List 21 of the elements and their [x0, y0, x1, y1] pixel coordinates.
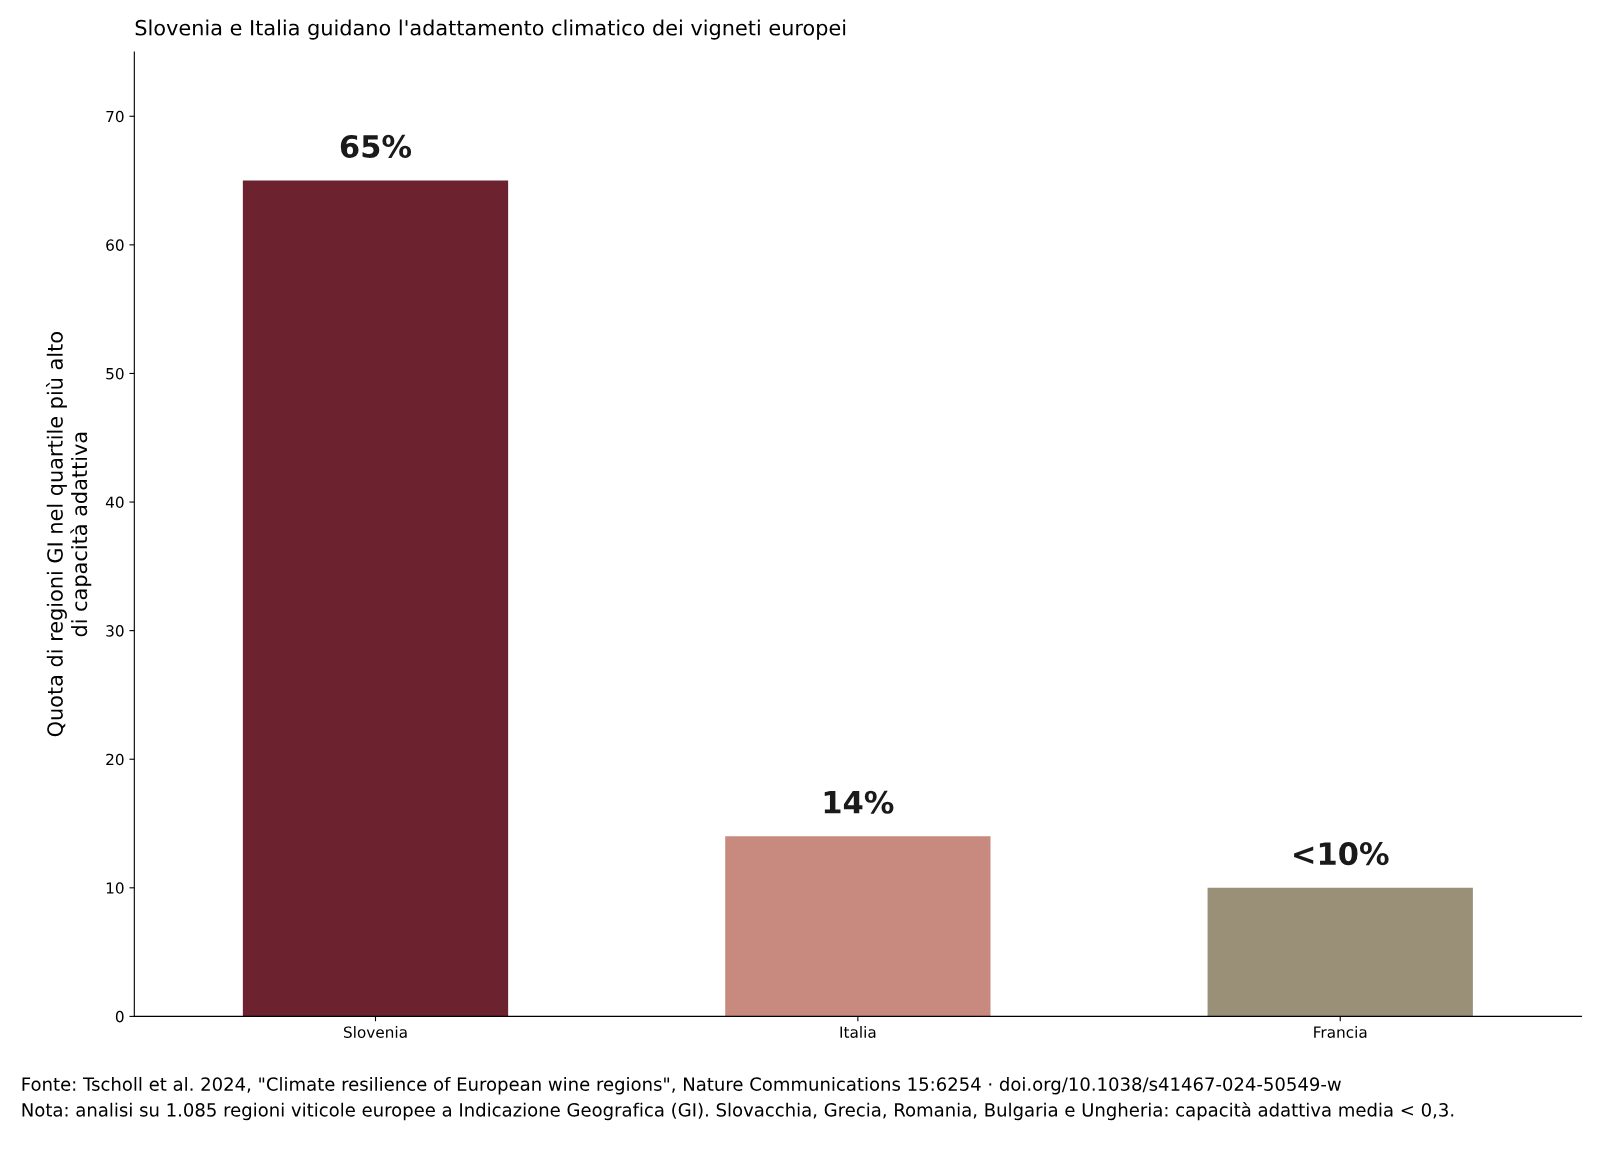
- y-tick-label: 40: [105, 496, 124, 509]
- x-tick-label: Francia: [1314, 1026, 1367, 1038]
- chart-title: Slovenia e Italia guidano l'adattamento climatico dei vigneti europei: [135, 19, 846, 40]
- y-axis-title: Quota di regioni GI nel quartile più alto di capacità adattiva: [45, 332, 92, 737]
- y-tick-label: 10: [106, 882, 124, 894]
- y-tick-label: 70: [106, 110, 124, 123]
- text: Nota: analisi su 1.085 regioni viticole europee a Indicazione Geografica (GI). Slovacchia, Grecia, Romania, Bulgaria e Ungheria: capacità adattiva media < 0,3.: [22, 1102, 1454, 1121]
- y-tick-label: 50: [106, 367, 124, 380]
- data-label: <10%: [1294, 842, 1389, 866]
- x-tick-label: Italia: [840, 1026, 876, 1038]
- y-tick-label: 30: [106, 625, 124, 637]
- x-tick-label: Slovenia: [343, 1026, 407, 1038]
- y-tick-label: 0: [115, 1010, 124, 1023]
- bar: [1207, 887, 1473, 1017]
- bar: [242, 180, 509, 1017]
- data-label: 14%: [824, 790, 894, 814]
- y-tick-label: 60: [106, 239, 124, 251]
- bar: [725, 836, 991, 1017]
- data-label: 65%: [340, 134, 412, 158]
- source-note: Fonte: Tscholl et al. 2024, "Climate resilience of European wine regions", Nature Communications 15:6254 · doi.org/10.1038/s41467-024-50549-w: [22, 1076, 1341, 1095]
- y-tick-label: 20: [106, 753, 124, 766]
